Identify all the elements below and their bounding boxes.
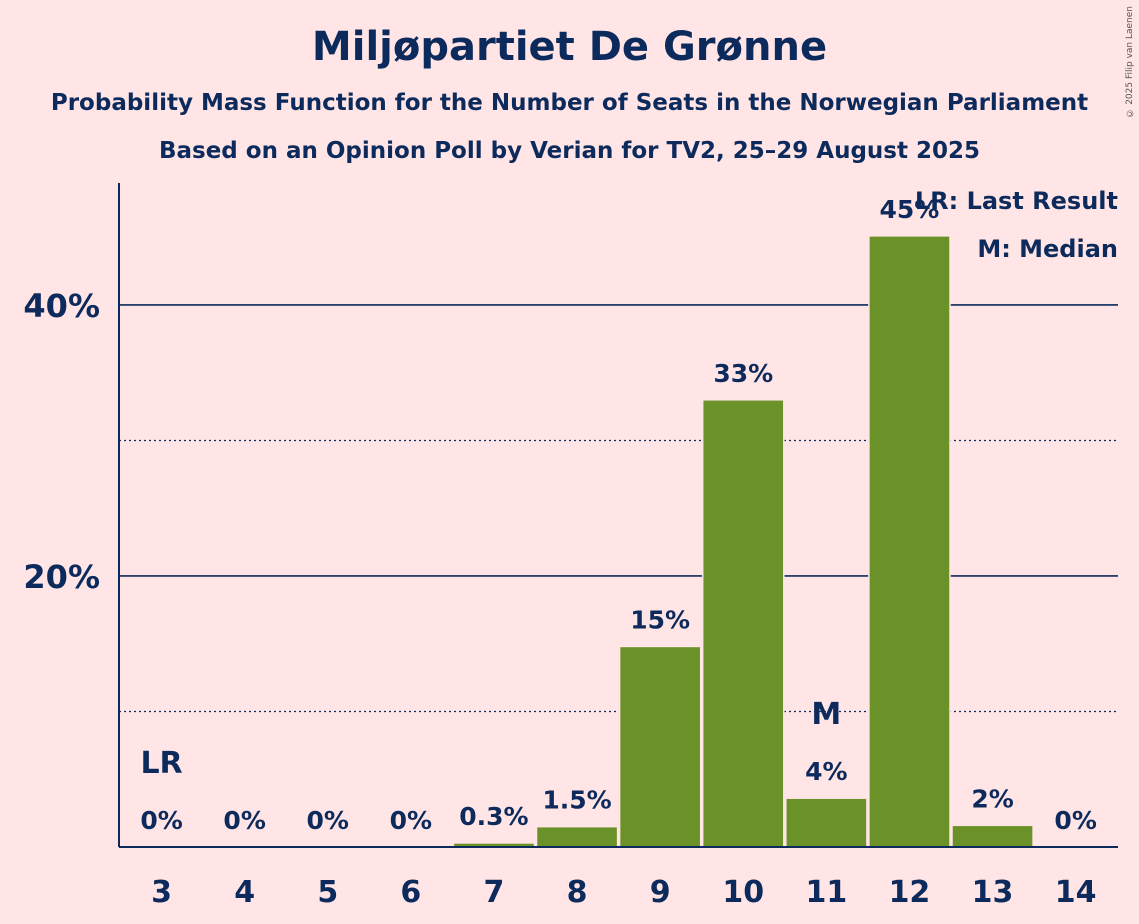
chart-source-line: Based on an Opinion Poll by Verian for T… bbox=[158, 138, 981, 164]
bars bbox=[452, 235, 1034, 848]
legend-entry: LR: Last Result bbox=[915, 187, 1118, 215]
x-tick-label: 13 bbox=[972, 875, 1014, 910]
bar bbox=[868, 235, 951, 848]
axes bbox=[118, 183, 1118, 848]
data-label: 33% bbox=[713, 359, 773, 388]
data-label: 1.5% bbox=[542, 786, 611, 815]
data-label: 15% bbox=[630, 605, 690, 634]
data-label: 0% bbox=[140, 806, 182, 835]
data-label: 0% bbox=[1054, 806, 1096, 835]
legend-entry: M: Median bbox=[977, 235, 1118, 263]
x-tick-label: 4 bbox=[234, 875, 255, 910]
marker-label: LR bbox=[140, 746, 182, 781]
bar bbox=[701, 399, 785, 848]
legend: LR: Last Result M: Median bbox=[915, 187, 1118, 263]
marker-label: M bbox=[811, 697, 841, 732]
chart-subtitle: Probability Mass Function for the Number… bbox=[50, 90, 1089, 116]
x-tick-label: 10 bbox=[722, 875, 764, 910]
x-tick-label: 6 bbox=[400, 875, 421, 910]
x-tick-label: 3 bbox=[151, 875, 172, 910]
x-tick-label: 11 bbox=[805, 875, 847, 910]
x-tick-label: 9 bbox=[650, 875, 671, 910]
bar bbox=[535, 825, 619, 848]
x-tick-label: 12 bbox=[889, 875, 931, 910]
data-label: 0% bbox=[390, 806, 432, 835]
labels: 20%40%30%40%50%60%70.3%81.5%915%1033%114… bbox=[23, 195, 1096, 910]
data-label: 2% bbox=[971, 784, 1013, 813]
x-tick-label: 7 bbox=[484, 875, 505, 910]
data-label: 0% bbox=[307, 806, 349, 835]
data-label: 0.3% bbox=[459, 802, 528, 831]
bar bbox=[785, 797, 868, 848]
data-label: 45% bbox=[880, 195, 940, 224]
y-tick-label: 40% bbox=[23, 287, 100, 325]
y-tick-label: 20% bbox=[23, 558, 100, 596]
x-tick-label: 14 bbox=[1055, 875, 1097, 910]
bar bbox=[951, 824, 1034, 848]
x-tick-label: 8 bbox=[567, 875, 588, 910]
data-label: 4% bbox=[805, 757, 847, 786]
gridlines bbox=[119, 304, 1118, 713]
x-tick-label: 5 bbox=[317, 875, 338, 910]
data-label: 0% bbox=[223, 806, 265, 835]
bar bbox=[618, 645, 702, 848]
chart-title: Miljøpartiet De Grønne bbox=[311, 24, 828, 70]
